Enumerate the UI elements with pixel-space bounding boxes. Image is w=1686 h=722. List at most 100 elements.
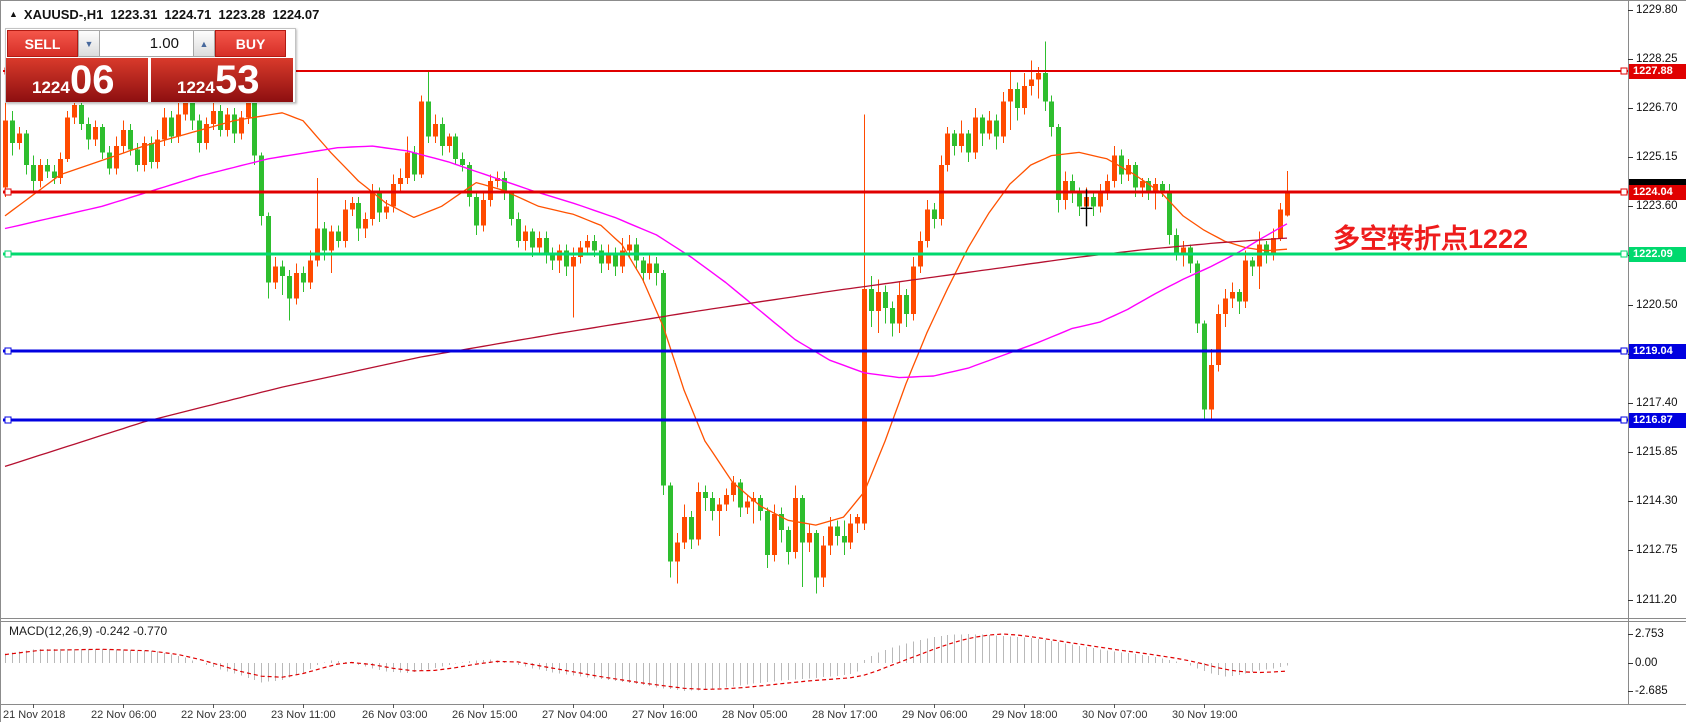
candle	[1285, 191, 1290, 216]
candle	[1250, 260, 1255, 267]
time-axis-label: 26 Nov 15:00	[452, 709, 518, 721]
candle	[405, 152, 410, 178]
candle	[1029, 79, 1034, 86]
candle	[363, 219, 368, 229]
time-axis-label: 27 Nov 04:00	[542, 709, 608, 721]
candle	[287, 276, 292, 299]
volume-increase-button[interactable]: ▲	[193, 30, 215, 57]
hline-handle[interactable]	[4, 416, 12, 424]
price-tag-1219.04[interactable]: 1219.04	[1629, 344, 1686, 359]
candle	[1223, 298, 1228, 315]
candle	[426, 101, 431, 137]
macd-signal-value: -0.770	[133, 624, 168, 638]
hline-handle[interactable]	[1620, 347, 1628, 355]
candle	[842, 536, 847, 543]
hline-handle[interactable]	[1620, 250, 1628, 258]
hline-handle[interactable]	[1620, 188, 1628, 196]
ma-medium-magenta	[4, 145, 1288, 379]
candle	[745, 501, 750, 508]
ask-price-panel[interactable]: 1224 53	[151, 58, 293, 102]
candle	[121, 130, 126, 147]
candle	[259, 155, 264, 216]
candle	[329, 231, 334, 251]
candle	[58, 158, 63, 178]
buy-button[interactable]: BUY	[215, 30, 286, 57]
hline-handle[interactable]	[4, 250, 12, 258]
price-tag-1224.04[interactable]: 1224.04	[1629, 185, 1686, 200]
candle	[239, 117, 244, 134]
candle	[10, 120, 15, 143]
candle	[855, 517, 860, 524]
candle	[1056, 127, 1061, 200]
hline-handle[interactable]	[4, 188, 12, 196]
hline-handle[interactable]	[4, 347, 12, 355]
chevron-up-icon: ▲	[199, 38, 209, 49]
collapse-triangle-icon[interactable]: ▲	[9, 9, 18, 19]
candle	[273, 266, 278, 283]
price-axis-label: 1220.50	[1636, 299, 1678, 311]
candle	[190, 98, 195, 121]
candle	[79, 104, 84, 124]
candle	[1077, 193, 1082, 207]
candle	[765, 510, 770, 556]
macd-axis-label: 2.753	[1635, 628, 1664, 640]
candle	[800, 498, 805, 543]
ohlc-high: 1224.71	[164, 6, 212, 22]
candle	[1022, 85, 1027, 109]
candle	[1098, 193, 1103, 207]
price-axis-label: 1214.30	[1636, 495, 1678, 507]
price-tag-1216.87[interactable]: 1216.87	[1629, 413, 1686, 428]
price-tag-1227.88[interactable]: 1227.88	[1629, 64, 1686, 79]
candle	[336, 231, 341, 242]
candle	[391, 184, 396, 207]
candle	[869, 288, 874, 311]
volume-input[interactable]	[100, 30, 193, 57]
candle	[1278, 209, 1283, 239]
candle	[114, 146, 119, 169]
candle	[599, 250, 604, 264]
bid-price-big: 06	[70, 58, 115, 102]
candle	[1271, 238, 1276, 254]
candle	[925, 209, 930, 242]
candle	[634, 244, 639, 261]
cross-marker	[1080, 189, 1093, 227]
candle	[370, 193, 375, 220]
candle	[31, 165, 36, 181]
candle	[308, 260, 313, 283]
candle	[786, 529, 791, 553]
candle	[474, 196, 479, 226]
candle	[654, 263, 659, 273]
candle	[1230, 291, 1235, 299]
candle	[1264, 244, 1269, 254]
hline-handle[interactable]	[1620, 67, 1628, 75]
candle	[1153, 184, 1158, 191]
bid-price-panel[interactable]: 1224 06	[6, 58, 150, 102]
candle	[1167, 190, 1172, 235]
price-axis-label: 1211.20	[1636, 594, 1677, 606]
candle	[1237, 291, 1242, 302]
candle	[1112, 155, 1117, 181]
candle	[100, 127, 105, 153]
candle	[447, 136, 452, 147]
price-tag-1222.09[interactable]: 1222.09	[1629, 247, 1686, 262]
hline-handle[interactable]	[1620, 416, 1628, 424]
candle	[592, 241, 597, 251]
candle	[1063, 180, 1068, 200]
candle	[689, 517, 694, 540]
volume-decrease-button[interactable]: ▼	[78, 30, 100, 57]
candle	[897, 295, 902, 324]
time-axis-label: 27 Nov 16:00	[632, 709, 698, 721]
candle	[1091, 196, 1096, 207]
candle	[1008, 88, 1013, 102]
candle	[1146, 180, 1151, 191]
candle	[904, 295, 909, 315]
candle	[980, 117, 985, 134]
candle	[821, 545, 826, 578]
candle	[433, 123, 438, 137]
candle	[1174, 234, 1179, 254]
sell-button[interactable]: SELL	[7, 30, 78, 57]
candle	[356, 203, 361, 229]
candle	[266, 215, 271, 283]
ask-price-prefix: 1224	[177, 78, 215, 97]
